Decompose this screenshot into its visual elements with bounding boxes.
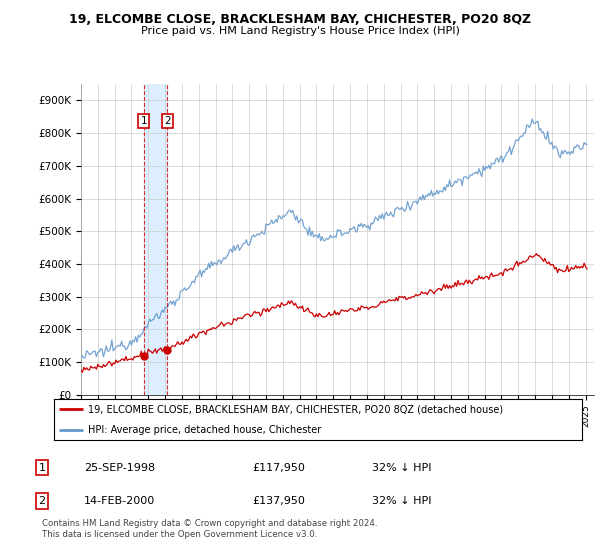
Bar [144, 84, 167, 395]
Text: £137,950: £137,950 [252, 496, 305, 506]
Text: 32% ↓ HPI: 32% ↓ HPI [372, 463, 431, 473]
Text: 2: 2 [38, 496, 46, 506]
Text: 19, ELCOMBE CLOSE, BRACKLESHAM BAY, CHICHESTER, PO20 8QZ: 19, ELCOMBE CLOSE, BRACKLESHAM BAY, CHIC… [69, 13, 531, 26]
Text: Contains HM Land Registry data © Crown copyright and database right 2024.
This d: Contains HM Land Registry data © Crown c… [42, 520, 377, 539]
Text: 19, ELCOMBE CLOSE, BRACKLESHAM BAY, CHICHESTER, PO20 8QZ (detached house): 19, ELCOMBE CLOSE, BRACKLESHAM BAY, CHIC… [88, 404, 503, 414]
Text: 1: 1 [38, 463, 46, 473]
Text: 25-SEP-1998: 25-SEP-1998 [84, 463, 155, 473]
Text: £117,950: £117,950 [252, 463, 305, 473]
Text: Price paid vs. HM Land Registry's House Price Index (HPI): Price paid vs. HM Land Registry's House … [140, 26, 460, 36]
Text: HPI: Average price, detached house, Chichester: HPI: Average price, detached house, Chic… [88, 424, 322, 435]
Text: 32% ↓ HPI: 32% ↓ HPI [372, 496, 431, 506]
Text: 2: 2 [164, 116, 170, 127]
Text: 1: 1 [140, 116, 147, 127]
Text: 14-FEB-2000: 14-FEB-2000 [84, 496, 155, 506]
